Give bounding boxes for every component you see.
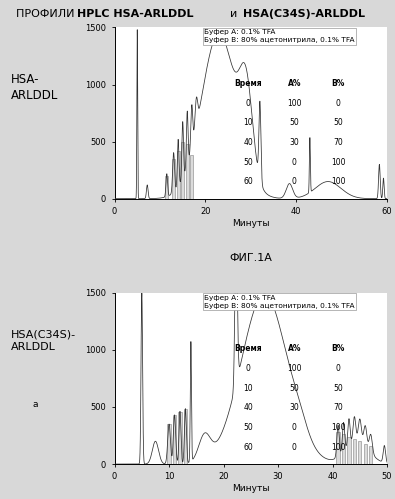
Text: Буфер А: 0.1% TFA
Буфер В: 80% ацетонитрила, 0.1% TFA: Буфер А: 0.1% TFA Буфер В: 80% ацетонитр… [205, 29, 355, 43]
Text: 60: 60 [243, 443, 253, 452]
Text: 50: 50 [243, 158, 253, 167]
Text: а: а [33, 400, 38, 409]
Text: HSA(C34S)-
ARLDDL: HSA(C34S)- ARLDDL [11, 329, 76, 352]
Text: 0: 0 [292, 423, 297, 432]
Text: 0: 0 [336, 98, 340, 107]
Bar [184, 409, 187, 464]
Text: HSA(C34S)-ARLDDL: HSA(C34S)-ARLDDL [243, 9, 365, 19]
Text: 100: 100 [331, 177, 345, 186]
Text: 40: 40 [243, 138, 253, 147]
Text: 70: 70 [333, 403, 343, 412]
Text: 60: 60 [243, 177, 253, 186]
Text: 50: 50 [333, 118, 343, 127]
Bar [186, 144, 189, 199]
Text: 70: 70 [333, 138, 343, 147]
Text: Буфер А: 0.1% TFA
Буфер В: 80% ацетонитрила, 0.1% TFA: Буфер А: 0.1% TFA Буфер В: 80% ацетонитр… [205, 294, 355, 308]
Text: 30: 30 [290, 403, 299, 412]
Text: Время: Время [235, 79, 262, 88]
X-axis label: Минуты: Минуты [232, 484, 269, 493]
Text: A%: A% [288, 79, 301, 88]
Text: 50: 50 [333, 384, 343, 393]
Text: 100: 100 [287, 364, 302, 373]
Bar [342, 435, 345, 464]
Text: B%: B% [331, 344, 345, 353]
Text: 10: 10 [243, 118, 253, 127]
Text: ПРОФИЛИ: ПРОФИЛИ [16, 9, 81, 19]
Text: 0: 0 [292, 443, 297, 452]
Text: 50: 50 [290, 118, 299, 127]
Bar [173, 415, 177, 464]
Bar [177, 151, 180, 199]
Text: Время: Время [235, 344, 262, 353]
Text: 0: 0 [292, 158, 297, 167]
Text: B%: B% [331, 79, 345, 88]
Text: 100: 100 [287, 98, 302, 107]
Text: 40: 40 [243, 403, 253, 412]
Text: A%: A% [288, 344, 301, 353]
Text: 0: 0 [336, 364, 340, 373]
Bar [172, 159, 175, 199]
Text: 100: 100 [331, 423, 345, 432]
Bar [353, 439, 356, 464]
Text: 0: 0 [246, 98, 250, 107]
Text: 50: 50 [243, 423, 253, 432]
Text: 100: 100 [331, 443, 345, 452]
Bar [178, 412, 182, 464]
Bar [181, 142, 184, 199]
Text: ФИГ.1А: ФИГ.1А [229, 253, 272, 263]
Bar [167, 424, 171, 464]
Text: 50: 50 [290, 384, 299, 393]
Bar [337, 432, 340, 464]
Text: 0: 0 [292, 177, 297, 186]
Text: 0: 0 [246, 364, 250, 373]
Text: 100: 100 [331, 158, 345, 167]
Bar [358, 441, 361, 464]
Bar [190, 155, 194, 199]
Bar [364, 444, 367, 464]
Text: 30: 30 [290, 138, 299, 147]
Bar [165, 176, 168, 199]
Bar [347, 437, 351, 464]
Text: HSA-
ARLDDL: HSA- ARLDDL [11, 73, 58, 102]
Bar [369, 446, 372, 464]
Text: HPLC HSA-ARLDDL: HPLC HSA-ARLDDL [77, 9, 194, 19]
X-axis label: Минуты: Минуты [232, 219, 269, 228]
Text: 10: 10 [243, 384, 253, 393]
Text: и: и [223, 9, 245, 19]
